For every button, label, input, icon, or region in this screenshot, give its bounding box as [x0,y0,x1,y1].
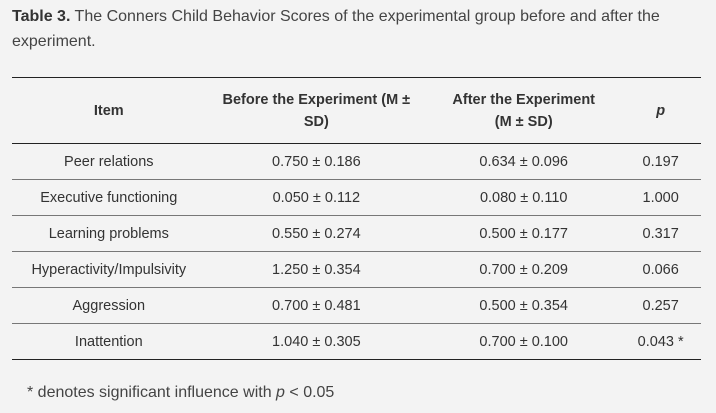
cell-p: 0.257 [642,297,679,314]
cell-item: Executive functioning [40,189,178,206]
header-after: After the Experiment (M ± SD) [427,78,620,144]
cell-p: 0.197 [642,153,679,170]
table-row: Aggression 0.700 ± 0.481 0.500 ± 0.354 0… [12,288,701,324]
caption-text: The Conners Child Behavior Scores of the… [12,8,660,50]
footnote-p-symbol: p [276,384,285,401]
cell-item: Aggression [72,297,146,314]
cell-before: 1.040 ± 0.305 [272,333,361,350]
footnote-suffix: < 0.05 [284,384,335,401]
cell-after: 0.500 ± 0.177 [479,225,568,242]
cell-p: 0.066 [642,261,679,278]
table-header: Item Before the Experiment (M ± SD) Afte… [12,77,701,144]
table-caption: Table 3. The Conners Child Behavior Scor… [12,4,708,54]
footnote-prefix: * denotes significant influence with [27,384,277,401]
cell-after: 0.634 ± 0.096 [479,153,568,170]
table-row: Peer relations 0.750 ± 0.186 0.634 ± 0.0… [12,144,701,180]
cell-item: Inattention [74,333,143,350]
table-label: Table 3. [12,8,71,25]
cell-after: 0.080 ± 0.110 [479,189,568,206]
cell-before: 0.750 ± 0.186 [272,153,361,170]
cell-item: Peer relations [64,153,154,170]
conners-scores-table: Item Before the Experiment (M ± SD) Afte… [12,77,701,360]
cell-p: 1.000 [642,189,679,206]
cell-item: Hyperactivity/Impulsivity [31,261,187,278]
header-before: Before the Experiment (M ± SD) [222,91,411,130]
table-row: Learning problems 0.550 ± 0.274 0.500 ± … [12,216,701,252]
header-after-line2: (M ± SD) [494,113,553,130]
cell-after: 0.700 ± 0.100 [479,333,568,350]
table-footnote: * denotes significant influence with p <… [27,384,334,402]
cell-item: Learning problems [48,225,169,242]
cell-after: 0.500 ± 0.354 [479,297,568,314]
cell-after: 0.700 ± 0.209 [479,261,568,278]
cell-before: 0.700 ± 0.481 [272,297,361,314]
table-body: Peer relations 0.750 ± 0.186 0.634 ± 0.0… [12,144,701,360]
header-item: Item [93,102,124,119]
table-row: Executive functioning 0.050 ± 0.112 0.08… [12,180,701,216]
header-row: Item Before the Experiment (M ± SD) Afte… [12,77,701,144]
header-p: p [656,102,666,119]
cell-before: 0.050 ± 0.112 [272,189,361,206]
table-row: Hyperactivity/Impulsivity 1.250 ± 0.354 … [12,252,701,288]
cell-before: 0.550 ± 0.274 [272,225,361,242]
cell-p: 0.317 [642,225,679,242]
header-after-line1: After the Experiment [452,91,596,108]
table-row: Inattention 1.040 ± 0.305 0.700 ± 0.100 … [12,324,701,360]
cell-p: 0.043 * [637,333,684,350]
cell-before: 1.250 ± 0.354 [272,261,361,278]
